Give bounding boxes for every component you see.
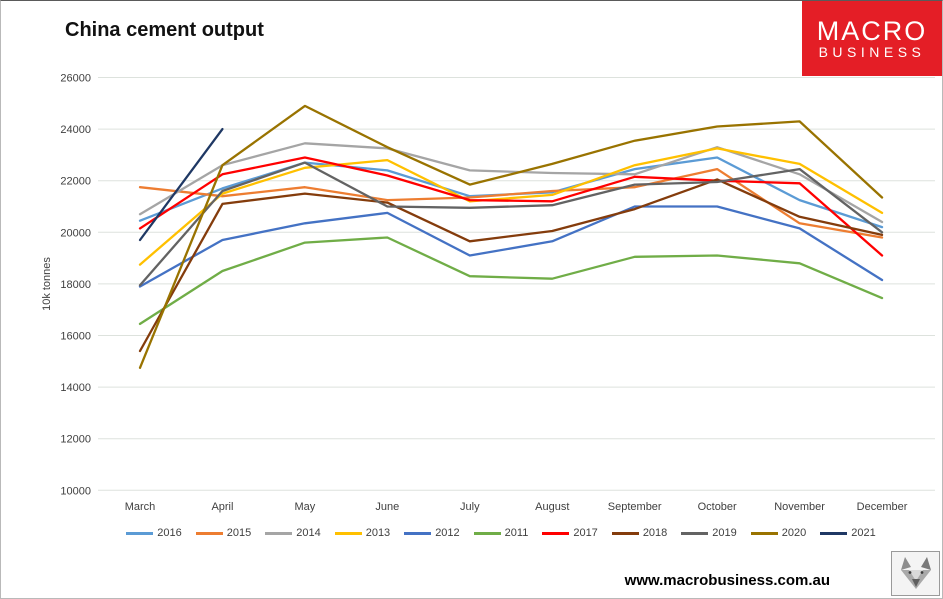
legend-swatch-2018: [611, 531, 639, 535]
macrobusiness-logo: MACRO BUSINESS: [802, 1, 942, 76]
logo-text-business: BUSINESS: [818, 44, 926, 61]
series-line-2021: [138, 127, 224, 242]
legend-label: 2021: [851, 527, 876, 539]
y-tick-label: 16000: [60, 331, 91, 343]
series-line-2013: [138, 147, 884, 266]
series-line-2017: [138, 156, 884, 257]
legend-item-2011: 2011: [473, 527, 529, 539]
legend-label: 2011: [504, 527, 529, 539]
y-tick-label: 22000: [60, 176, 91, 188]
x-tick-label: March: [125, 501, 156, 513]
legend-item-2018: 2018: [611, 527, 668, 539]
legend-item-2021: 2021: [820, 527, 876, 539]
y-tick-label: 14000: [60, 382, 91, 394]
series-line-2011: [138, 236, 884, 326]
chart-title: China cement output: [65, 19, 264, 41]
x-tick-label: September: [608, 501, 662, 513]
logo-text-macro: MACRO: [816, 15, 928, 46]
series-line-2020: [138, 104, 884, 369]
website-url: www.macrobusiness.com.au: [624, 572, 830, 589]
y-tick-label: 20000: [60, 227, 91, 239]
wolf-logo-box: [891, 551, 940, 596]
legend-swatch-2015: [195, 531, 223, 535]
series-line-2015: [138, 167, 884, 239]
x-tick-label: December: [857, 501, 908, 513]
x-tick-label: June: [375, 501, 399, 513]
legend-swatch-2020: [750, 531, 778, 535]
series-line-2018: [138, 178, 884, 353]
legend-label: 2016: [157, 527, 182, 539]
legend-swatch-2012: [404, 531, 432, 535]
y-tick-label: 24000: [60, 124, 91, 136]
series-lines: [138, 104, 884, 369]
x-tick-label: November: [774, 501, 825, 513]
legend-label: 2015: [226, 527, 252, 539]
legend-label: 2019: [712, 527, 737, 539]
x-tick-label: August: [535, 501, 569, 513]
series-line-2019: [138, 161, 884, 287]
legend-swatch-2014: [265, 531, 293, 535]
y-tick-label: 18000: [60, 279, 91, 291]
series-line-2014: [138, 142, 884, 224]
legend-label: 2017: [573, 527, 598, 539]
legend-swatch-2017: [542, 531, 570, 535]
x-tick-label: July: [460, 501, 480, 513]
legend-label: 2018: [642, 527, 668, 539]
chart-legend: 2016 2015 2014 2013 2012 2011 2017 2018 2019 2020…: [96, 527, 906, 539]
legend-label: 2013: [365, 527, 391, 539]
legend-item-2017: 2017: [542, 527, 598, 539]
legend-item-2015: 2015: [195, 527, 252, 539]
series-line-2012: [138, 205, 884, 288]
legend-item-2012: 2012: [404, 527, 460, 539]
legend-label: 2012: [435, 527, 460, 539]
legend-swatch-2011: [473, 531, 501, 535]
legend-label: 2020: [781, 527, 807, 539]
y-axis-tick-labels: 26000 24000 22000 20000 18000 16000 14000 12000…: [60, 73, 91, 498]
x-tick-label: October: [698, 501, 737, 513]
legend-swatch-2021: [820, 531, 848, 535]
legend-item-2020: 2020: [750, 527, 807, 539]
legend-label: 2014: [296, 527, 321, 539]
legend-item-2016: 2016: [126, 527, 182, 539]
y-tick-label: 12000: [60, 434, 91, 446]
y-axis-title: 10k tonnes: [41, 257, 53, 311]
legend-item-2014: 2014: [265, 527, 321, 539]
y-tick-label: 26000: [60, 73, 91, 85]
legend-swatch-2013: [334, 531, 362, 535]
y-tick-label: 10000: [60, 485, 91, 497]
x-axis-labels: March April May June July August September Octo…: [125, 501, 908, 513]
legend-item-2013: 2013: [334, 527, 391, 539]
x-tick-label: May: [295, 501, 316, 513]
gridlines: [98, 77, 935, 491]
x-tick-label: April: [211, 501, 233, 513]
legend-swatch-2019: [681, 531, 709, 535]
legend-item-2019: 2019: [681, 527, 737, 539]
wolf-icon: [900, 556, 931, 589]
legend-swatch-2016: [126, 531, 154, 535]
